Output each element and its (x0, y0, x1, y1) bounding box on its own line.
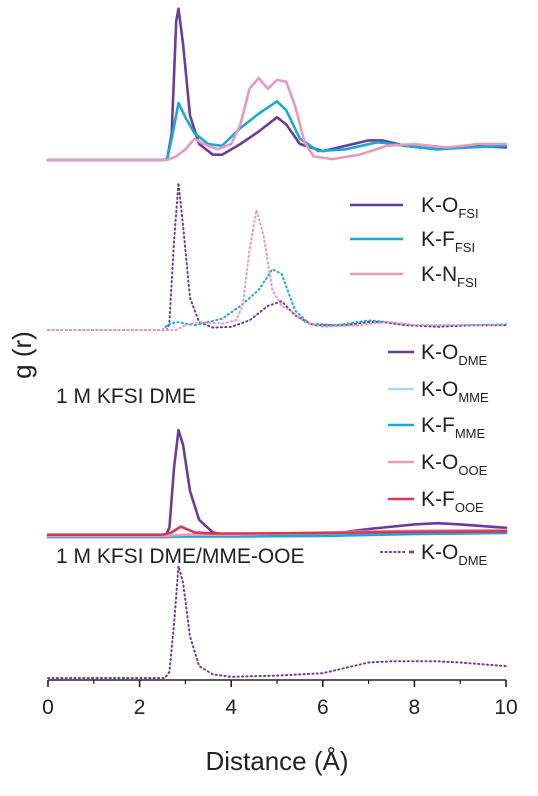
panel-2: 1 M KFSI DME (47, 181, 507, 408)
legend-label-subscript: DME (458, 553, 487, 568)
legend-entry: K-ODME (388, 341, 488, 368)
legend-label-main: K-O (421, 194, 458, 217)
legend-entry: K-FMME (388, 414, 485, 441)
legend-label: K-OFSI (421, 194, 479, 221)
legend-label-subscript: FSI (458, 206, 478, 221)
legend-label-main: K-O (421, 451, 458, 474)
legend-entry: K-OOOE (388, 451, 488, 478)
legend-entry: K-FOOE (388, 488, 484, 515)
legend-label: K-NFSI (421, 263, 477, 290)
x-tick-label: 4 (225, 696, 237, 719)
legend-label: K-OOOE (421, 451, 488, 478)
series-line-p1-k-o-fsi (46, 7, 508, 162)
legend-label-subscript: OOE (458, 463, 487, 478)
panel-4 (47, 565, 507, 679)
legend-label: K-FOOE (421, 488, 484, 515)
legend-label: K-ODME (421, 341, 488, 368)
legend-label: K-OMME (421, 378, 489, 405)
chart-panels: 1 M KFSI DME 1 M KFSI DME/MME-OOE (46, 7, 508, 679)
legend-label-subscript: MME (455, 426, 486, 441)
x-tick-label: 10 (494, 696, 517, 719)
legend-label-subscript: OOE (455, 500, 484, 515)
series-line-p4-k-o-dme (47, 565, 507, 679)
legend-label: K-FFSI (421, 228, 475, 255)
panel-label: 1 M KFSI DME/MME-OOE (56, 545, 305, 568)
legend-label-main: K-O (421, 341, 458, 364)
legend-label-subscript: FSI (455, 240, 475, 255)
x-tick-label: 6 (317, 696, 329, 719)
x-axis: 0 2 4 6 8 10 (42, 679, 518, 719)
x-tick-label: 2 (134, 696, 146, 719)
legend-entry: K-OMME (388, 378, 489, 405)
legend-label: K-FMME (421, 414, 485, 441)
series-line-p3-k-f-ooe (46, 525, 508, 536)
x-tick-label: 8 (409, 696, 421, 719)
series-line-p2-k-o-fsi (47, 181, 507, 331)
panel-3: 1 M KFSI DME/MME-OOE (46, 428, 508, 568)
series-line-p3-k-o-dme (46, 428, 508, 539)
legend-label-main: K-F (421, 414, 455, 437)
legend-entry: K-ODME (380, 541, 488, 568)
legend-label-subscript: FSI (457, 275, 477, 290)
panel-1 (46, 7, 508, 162)
x-tick-label: 0 (42, 696, 54, 719)
legend-label-subscript: DME (458, 353, 487, 368)
legend-entry: K-FFSI (350, 228, 475, 255)
legend-label: K-ODME (421, 541, 488, 568)
panel-label: 1 M KFSI DME (56, 385, 196, 408)
series-line-p1-k-f-fsi (46, 100, 508, 162)
legend-entry: K-NFSI (350, 263, 477, 290)
legend-entry: K-OFSI (350, 194, 479, 221)
legend-label-main: K-O (421, 541, 458, 564)
series-line-p2-k-n-fsi (47, 209, 507, 331)
legend-label-main: K-O (421, 378, 458, 401)
legend-label-main: K-F (421, 488, 455, 511)
x-axis-title: Distance (Å) (205, 746, 348, 776)
legend-label-main: K-N (421, 263, 457, 286)
y-axis-title: g (r) (7, 331, 37, 379)
legend-label-main: K-F (421, 228, 455, 251)
chart-legend: K-OFSIK-FFSIK-NFSIK-ODMEK-OMMEK-FMMEK-OO… (350, 194, 489, 568)
legend-label-subscript: MME (458, 390, 489, 405)
series-line-p1-k-n-fsi (46, 76, 508, 162)
